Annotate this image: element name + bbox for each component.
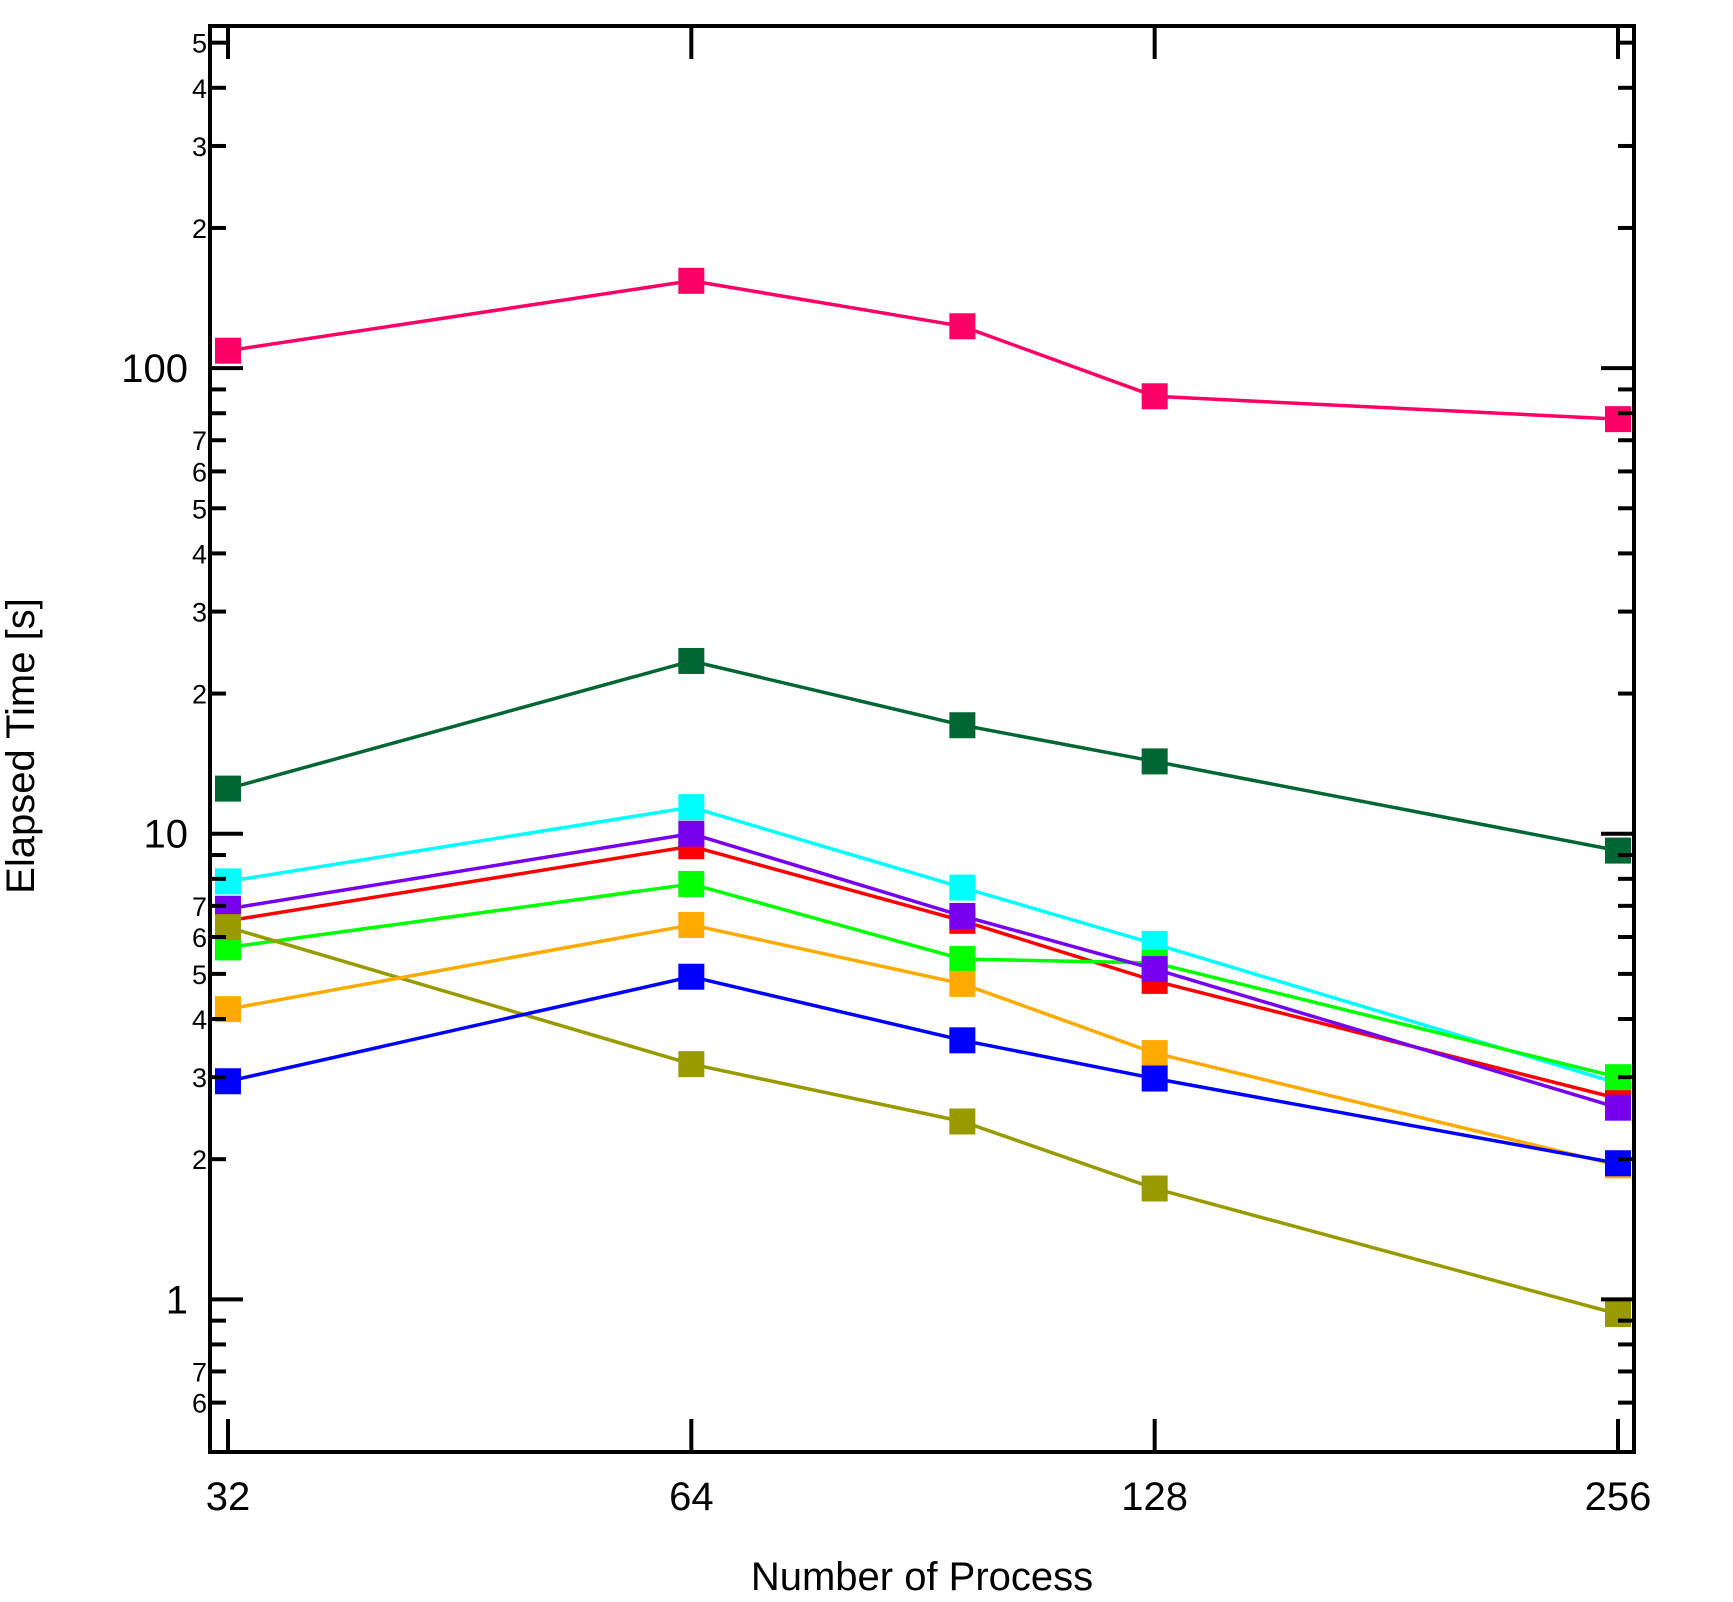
data-point [949,970,976,997]
series-olive [215,914,1631,1328]
data-point [1605,1094,1631,1121]
data-point [949,1027,976,1054]
data-point [1141,1175,1168,1202]
series-layer [215,267,1631,1328]
data-point [678,911,705,938]
y-minor-tick-label: 5 [192,960,207,990]
series-line [227,925,1619,1316]
series-line [227,882,1619,1079]
y-minor-tick-label: 6 [192,1389,207,1419]
series-line [227,659,1619,853]
data-point [678,267,705,294]
data-point [949,1108,976,1135]
series-orange [215,911,1631,1179]
data-point [1605,1301,1631,1328]
series-magenta [215,267,1631,433]
data-point [1141,956,1168,983]
data-point [1141,1065,1168,1092]
data-point [1141,1040,1168,1067]
y-minor-tick-label: 3 [192,132,207,162]
series-blue [215,963,1631,1177]
y-axis-label: Elapsed Time [s] [0,598,43,894]
y-major-tick-label: 100 [121,347,188,391]
y-minor-tick-label: 2 [192,1145,207,1175]
data-point [1605,837,1631,864]
x-tick-label: 64 [669,1475,714,1519]
y-major-tick-label: 1 [166,1278,188,1322]
data-point [215,868,241,895]
y-minor-tick-label: 5 [192,494,207,524]
x-tick-label: 128 [1121,1475,1188,1519]
data-point [1605,1150,1631,1177]
data-point [949,712,976,739]
data-point [1141,383,1168,410]
y-minor-tick-label: 5 [192,29,207,59]
data-point [678,1051,705,1078]
series-line [227,279,1619,421]
data-point [1141,748,1168,775]
series-purple [215,820,1631,1121]
y-minor-tick-label: 3 [192,598,207,628]
series-dark-green [215,647,1631,864]
data-point [678,647,705,674]
series-line [227,805,1619,1085]
x-axis-label: Number of Process [751,1555,1093,1599]
y-minor-tick-label: 6 [192,923,207,953]
y-minor-tick-label: 7 [192,426,207,456]
y-minor-tick-label: 4 [192,1005,207,1035]
y-major-tick-label: 10 [144,813,189,857]
data-point [215,775,241,802]
series-line [227,974,1619,1166]
y-minor-tick-label: 6 [192,457,207,487]
x-tick-label: 256 [1585,1475,1652,1519]
x-tick-label: 32 [206,1475,251,1519]
plot-frame [208,24,1636,1454]
y-minor-tick-label: 2 [192,680,207,710]
data-point [678,820,705,847]
series-cyan [215,794,1631,1097]
data-point [215,1068,241,1095]
data-point [1605,406,1631,433]
data-point [678,794,705,821]
y-minor-tick-label: 4 [192,74,207,104]
y-minor-tick-label: 2 [192,214,207,244]
data-point [949,946,976,973]
data-point [215,337,241,364]
data-point [678,870,705,897]
data-point [949,313,976,340]
data-point [678,963,705,990]
axes [208,24,1636,1454]
y-minor-tick-label: 7 [192,892,207,922]
y-minor-tick-label: 7 [192,1357,207,1387]
y-minor-tick-label: 4 [192,539,207,569]
y-minor-tick-label: 3 [192,1063,207,1093]
data-point [949,874,976,901]
data-point [949,902,976,929]
